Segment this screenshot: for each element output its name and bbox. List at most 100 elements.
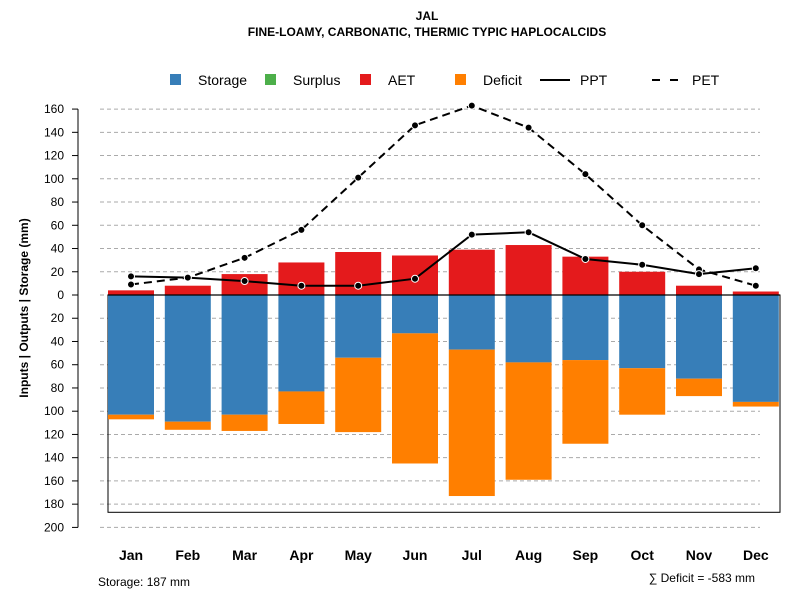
bar-deficit-dec xyxy=(732,401,779,407)
pet-point-mar xyxy=(240,253,249,262)
y-tick-label: 0 xyxy=(57,288,64,302)
y-tick-label: 60 xyxy=(51,358,65,372)
bar-storage-mar xyxy=(221,295,268,415)
ppt-point-apr xyxy=(297,281,306,290)
ppt-point-aug xyxy=(524,228,533,237)
pet-point-may xyxy=(354,173,363,182)
bar-aet-feb xyxy=(164,285,211,295)
x-tick-label-jul: Jul xyxy=(462,547,482,563)
y-tick-label: 40 xyxy=(51,334,65,348)
bar-storage-aug xyxy=(505,295,552,363)
bar-deficit-apr xyxy=(278,391,325,424)
pet-point-jul xyxy=(467,101,476,110)
bar-deficit-mar xyxy=(221,414,268,431)
bar-deficit-nov xyxy=(676,378,722,397)
bar-deficit-jan xyxy=(108,414,154,420)
ppt-point-mar xyxy=(240,277,249,286)
bar-storage-jul xyxy=(448,295,495,350)
y-tick-label: 200 xyxy=(44,520,64,534)
pet-point-oct xyxy=(638,221,647,230)
x-tick-label-sep: Sep xyxy=(573,547,599,563)
x-tick-label-mar: Mar xyxy=(232,547,257,563)
legend-item-storage: Storage xyxy=(170,72,247,88)
storage-note: Storage: 187 mm xyxy=(98,575,190,589)
bar-deficit-may xyxy=(335,357,382,433)
legend-item-pet: PET xyxy=(652,72,720,88)
axis-layer: 1601401201008060402002040608010012014016… xyxy=(44,102,769,563)
bar-aet-jan xyxy=(108,290,154,295)
bar-deficit-aug xyxy=(505,362,552,480)
y-tick-label: 160 xyxy=(44,474,64,488)
bar-storage-sep xyxy=(562,295,609,361)
deficit-total: ∑ Deficit = -583 mm xyxy=(649,571,755,585)
legend-item-aet: AET xyxy=(360,72,416,88)
legend-item-deficit: Deficit xyxy=(455,72,522,88)
bar-storage-jan xyxy=(108,295,154,415)
bar-aet-dec xyxy=(732,291,779,295)
y-tick-label: 120 xyxy=(44,149,64,163)
chart-subtitle: FINE-LOAMY, CARBONATIC, THERMIC TYPIC HA… xyxy=(248,25,606,39)
y-tick-label: 20 xyxy=(51,265,65,279)
x-tick-label-nov: Nov xyxy=(686,547,713,563)
bar-storage-oct xyxy=(619,295,666,369)
legend-item-ppt: PPT xyxy=(540,72,608,88)
x-tick-label-may: May xyxy=(345,547,372,563)
y-tick-label: 40 xyxy=(51,242,65,256)
bar-aet-aug xyxy=(505,245,552,295)
legend-label-pet: PET xyxy=(692,72,720,88)
bar-deficit-feb xyxy=(164,421,211,430)
x-tick-label-apr: Apr xyxy=(289,547,314,563)
pet-point-aug xyxy=(524,123,533,132)
bar-aet-jul xyxy=(448,249,495,295)
legend-label-deficit: Deficit xyxy=(483,72,522,88)
legend-label-ppt: PPT xyxy=(580,72,608,88)
ppt-point-jun xyxy=(411,274,419,283)
bar-deficit-jul xyxy=(448,349,495,497)
x-tick-label-dec: Dec xyxy=(743,547,769,563)
y-tick-label: 60 xyxy=(51,218,65,232)
y-axis-label: Inputs | Outputs | Storage (mm) xyxy=(17,218,31,397)
y-tick-label: 140 xyxy=(44,451,64,465)
y-tick-label: 20 xyxy=(51,311,65,325)
bar-aet-sep xyxy=(562,256,609,295)
ppt-point-jul xyxy=(467,230,476,239)
pet-line xyxy=(130,104,757,287)
y-tick-label: 120 xyxy=(44,427,64,441)
x-tick-label-jun: Jun xyxy=(403,547,428,563)
bar-storage-nov xyxy=(676,295,722,379)
x-tick-label-oct: Oct xyxy=(631,547,655,563)
y-tick-label: 100 xyxy=(44,172,64,186)
y-tick-label: 180 xyxy=(44,497,64,511)
ppt-point-jan xyxy=(127,272,135,281)
x-tick-label-aug: Aug xyxy=(515,547,542,563)
legend-label-surplus: Surplus xyxy=(293,72,340,88)
ppt-point-may xyxy=(354,281,363,290)
ppt-point-sep xyxy=(581,254,590,263)
legend-swatch-storage xyxy=(170,74,181,85)
bar-storage-apr xyxy=(278,295,325,392)
bar-deficit-jun xyxy=(392,333,438,464)
ppt-line xyxy=(130,231,756,287)
y-tick-label: 80 xyxy=(51,381,65,395)
bar-storage-feb xyxy=(164,295,211,422)
ppt-point-feb xyxy=(183,273,192,282)
pet-point-jun xyxy=(411,121,419,130)
pet-point-jan xyxy=(127,280,135,289)
line-layer xyxy=(127,101,760,290)
chart-title: JAL xyxy=(416,9,439,23)
bar-layer xyxy=(107,245,781,513)
x-tick-label-jan: Jan xyxy=(119,547,143,563)
x-tick-label-feb: Feb xyxy=(175,547,200,563)
bar-storage-jun xyxy=(392,295,438,334)
legend-swatch-aet xyxy=(360,74,371,85)
ppt-point-dec xyxy=(751,264,760,273)
bar-aet-apr xyxy=(278,262,325,295)
pet-point-sep xyxy=(581,170,590,179)
legend: Storage Surplus AET Deficit PPT PET xyxy=(170,72,720,88)
bar-aet-nov xyxy=(676,285,722,295)
pet-point-dec xyxy=(751,281,760,290)
legend-item-surplus: Surplus xyxy=(265,72,340,88)
pet-point-apr xyxy=(297,225,306,234)
